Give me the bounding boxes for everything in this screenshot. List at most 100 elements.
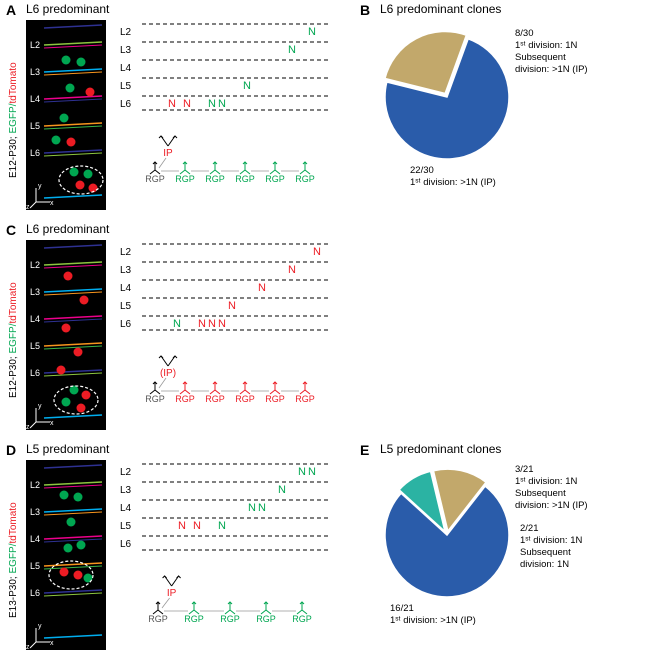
svg-text:N: N (218, 520, 226, 532)
svg-text:N: N (173, 318, 181, 330)
svg-text:N: N (208, 98, 216, 110)
timepoint-c: E12-P30; (8, 356, 19, 398)
svg-text:N: N (178, 520, 186, 532)
svg-text:L3: L3 (30, 507, 40, 517)
pie-label: 3/211ˢᵗ division: 1NSubsequentdivision: … (515, 464, 588, 512)
timepoint-a: E12-P30; (8, 136, 19, 178)
svg-text:RGP: RGP (175, 174, 195, 184)
svg-text:L4: L4 (120, 63, 132, 74)
panel-e-title: L5 predominant clones (380, 442, 501, 456)
svg-text:L2: L2 (120, 27, 132, 38)
svg-text:z: z (26, 204, 30, 210)
svg-text:L6: L6 (120, 319, 132, 330)
svg-text:z: z (26, 644, 30, 650)
lineage-diagram-a: L2NL3NL4L5NL6NNNN IPRGP RGP RGP RGP RGP (120, 20, 320, 210)
pie-chart-b: 8/301ˢᵗ division: 1NSubsequentdivision: … (380, 30, 650, 184)
panel-a-title: L6 predominant (26, 2, 109, 16)
panel-c-label: C (6, 222, 16, 238)
svg-text:RGP: RGP (148, 614, 168, 624)
svg-text:RGP: RGP (265, 174, 285, 184)
svg-text:IP: IP (163, 148, 173, 159)
svg-text:L3: L3 (30, 67, 40, 77)
tdtomato-a: tdTomato (8, 62, 19, 103)
svg-text:RGP: RGP (265, 394, 285, 404)
svg-text:y: y (38, 623, 42, 630)
svg-text:N: N (248, 502, 256, 514)
micrograph-d-ylabel: E13-P30; EGFP/tdTomato (8, 500, 19, 620)
svg-text:N: N (193, 520, 201, 532)
svg-text:L4: L4 (120, 283, 132, 294)
svg-text:RGP: RGP (295, 394, 315, 404)
egfp-a: EGFP/ (8, 103, 19, 136)
svg-text:RGP: RGP (205, 174, 225, 184)
pie-label: 16/211ˢᵗ division: >1N (IP) (390, 603, 476, 627)
svg-text:L5: L5 (30, 341, 40, 351)
svg-text:L6: L6 (30, 368, 40, 378)
svg-text:L4: L4 (30, 534, 40, 544)
svg-text:N: N (308, 26, 316, 38)
svg-text:L5: L5 (120, 521, 132, 532)
micrograph-a-ylabel: E12-P30; EGFP/tdTomato (8, 60, 19, 180)
svg-text:L2: L2 (120, 247, 132, 258)
panel-d-title: L5 predominant (26, 442, 109, 456)
svg-text:RGP: RGP (295, 174, 315, 184)
svg-text:L6: L6 (120, 99, 132, 110)
svg-text:N: N (298, 466, 306, 478)
svg-text:x: x (50, 640, 54, 647)
svg-text:N: N (183, 98, 191, 110)
svg-text:L5: L5 (120, 81, 132, 92)
micrograph-d: L2 L3 L4 L5 L6 y x z (26, 460, 106, 650)
svg-text:RGP: RGP (235, 394, 255, 404)
pie-label: 8/301ˢᵗ division: 1NSubsequentdivision: … (515, 28, 588, 76)
svg-text:L2: L2 (120, 467, 132, 478)
svg-text:RGP: RGP (184, 614, 204, 624)
svg-text:L3: L3 (120, 265, 132, 276)
svg-text:RGP: RGP (256, 614, 276, 624)
svg-text:L2: L2 (30, 40, 40, 50)
timepoint-d: E13-P30; (8, 576, 19, 618)
svg-text:z: z (26, 424, 30, 430)
svg-text:N: N (308, 466, 316, 478)
svg-text:N: N (313, 246, 321, 258)
svg-text:L3: L3 (120, 45, 132, 56)
svg-text:y: y (38, 403, 42, 410)
svg-text:L4: L4 (120, 503, 132, 514)
pie-label: 2/211ˢᵗ division: 1NSubsequentdivision: … (520, 523, 582, 571)
tdtomato-d: tdTomato (8, 502, 19, 543)
svg-text:L2: L2 (30, 480, 40, 490)
svg-text:L5: L5 (30, 561, 40, 571)
lineage-diagram-d: L2NNL3NL4NNL5NNNL6 IPRGP RGP RGP RGP RGP (120, 460, 320, 650)
svg-text:x: x (50, 420, 54, 427)
egfp-d: EGFP/ (8, 543, 19, 576)
panel-b-title: L6 predominant clones (380, 2, 501, 16)
svg-text:y: y (38, 183, 42, 190)
svg-text:RGP: RGP (145, 174, 165, 184)
svg-text:RGP: RGP (175, 394, 195, 404)
svg-text:L6: L6 (30, 148, 40, 158)
svg-text:N: N (218, 98, 226, 110)
svg-text:L5: L5 (120, 301, 132, 312)
svg-text:N: N (258, 282, 266, 294)
panel-d-label: D (6, 442, 16, 458)
svg-text:L2: L2 (30, 260, 40, 270)
svg-text:x: x (50, 200, 54, 207)
tdtomato-c: tdTomato (8, 282, 19, 323)
svg-text:N: N (198, 318, 206, 330)
panel-b-label: B (360, 2, 370, 18)
svg-text:RGP: RGP (145, 394, 165, 404)
svg-text:N: N (168, 98, 176, 110)
svg-text:N: N (218, 318, 226, 330)
svg-text:L3: L3 (30, 287, 40, 297)
panel-e-label: E (360, 442, 369, 458)
svg-text:N: N (288, 44, 296, 56)
svg-text:L6: L6 (120, 539, 132, 550)
svg-text:N: N (288, 264, 296, 276)
svg-text:N: N (258, 502, 266, 514)
svg-text:RGP: RGP (220, 614, 240, 624)
svg-text:(IP): (IP) (160, 368, 176, 379)
svg-text:L6: L6 (30, 588, 40, 598)
svg-text:L4: L4 (30, 94, 40, 104)
panel-a-label: A (6, 2, 16, 18)
svg-text:L4: L4 (30, 314, 40, 324)
panel-c-title: L6 predominant (26, 222, 109, 236)
